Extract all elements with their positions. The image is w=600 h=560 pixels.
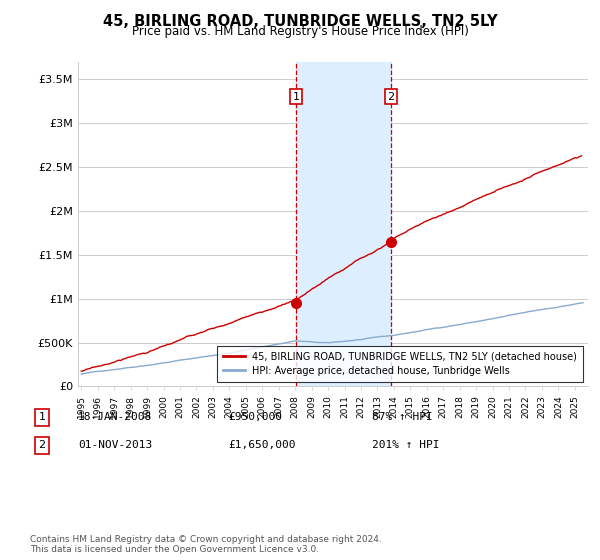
Text: 87% ↑ HPI: 87% ↑ HPI	[372, 412, 433, 422]
Text: 2: 2	[388, 92, 395, 102]
Text: 45, BIRLING ROAD, TUNBRIDGE WELLS, TN2 5LY: 45, BIRLING ROAD, TUNBRIDGE WELLS, TN2 5…	[103, 14, 497, 29]
Text: 01-NOV-2013: 01-NOV-2013	[78, 440, 152, 450]
Text: Contains HM Land Registry data © Crown copyright and database right 2024.
This d: Contains HM Land Registry data © Crown c…	[30, 535, 382, 554]
Text: 2: 2	[38, 440, 46, 450]
Text: £950,000: £950,000	[228, 412, 282, 422]
Legend: 45, BIRLING ROAD, TUNBRIDGE WELLS, TN2 5LY (detached house), HPI: Average price,: 45, BIRLING ROAD, TUNBRIDGE WELLS, TN2 5…	[217, 346, 583, 381]
Text: Price paid vs. HM Land Registry's House Price Index (HPI): Price paid vs. HM Land Registry's House …	[131, 25, 469, 38]
Text: 1: 1	[38, 412, 46, 422]
Text: 18-JAN-2008: 18-JAN-2008	[78, 412, 152, 422]
Bar	[296, 62, 391, 386]
Text: 1: 1	[292, 92, 299, 102]
Text: 201% ↑ HPI: 201% ↑ HPI	[372, 440, 439, 450]
Text: £1,650,000: £1,650,000	[228, 440, 296, 450]
